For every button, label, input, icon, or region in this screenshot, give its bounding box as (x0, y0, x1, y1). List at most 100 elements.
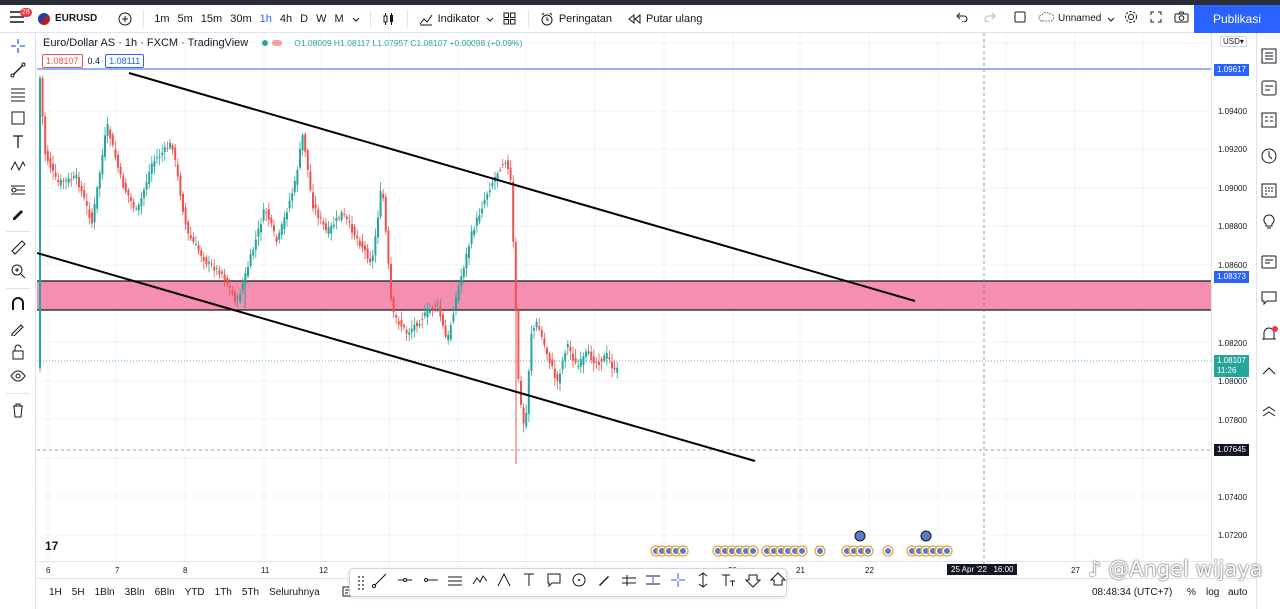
menu-button[interactable]: 28 (0, 5, 32, 33)
interval-1h[interactable]: 1h (256, 5, 276, 33)
compare-button[interactable] (113, 5, 137, 33)
fullscreen-layout-button[interactable] (1010, 5, 1030, 33)
chat-button[interactable] (1260, 289, 1278, 307)
undo-icon (956, 12, 968, 25)
arrow-up-button[interactable] (769, 572, 786, 592)
fullscreen-button[interactable] (1146, 5, 1166, 33)
text-tool[interactable] (9, 134, 27, 155)
interval-30m[interactable]: 30m (226, 5, 255, 33)
horizontal-ray-button[interactable] (397, 574, 414, 592)
remove-tool[interactable] (9, 403, 27, 421)
help-button[interactable] (1260, 363, 1278, 381)
replay-button[interactable]: Putar ulang (622, 5, 706, 33)
crosshair-draw-button[interactable] (670, 573, 687, 592)
snapshot-button[interactable] (1170, 5, 1193, 33)
clock-timezone[interactable]: 08:48:34 (UTC+7) (1092, 587, 1173, 598)
callout-button[interactable] (546, 573, 563, 592)
text-draw-button[interactable] (521, 573, 538, 592)
templates-button[interactable] (498, 5, 522, 33)
price-axis[interactable]: USD▾ 1.09400 1.09200 1.09000 1.08800 1.0… (1211, 33, 1256, 567)
fib-extension-button[interactable] (496, 572, 513, 592)
publish-button[interactable]: Publikasi (1194, 5, 1280, 33)
candle-body (553, 368, 556, 379)
interval-1m[interactable]: 1m (150, 5, 173, 33)
currency-selector[interactable]: USD▾ (1220, 36, 1247, 47)
trendline-tool[interactable] (9, 62, 27, 81)
interval-m[interactable]: M (330, 5, 347, 33)
undo-button[interactable] (952, 5, 972, 33)
stay-drawing-tool[interactable] (9, 321, 27, 339)
buy-price[interactable]: 1.08111 (105, 54, 145, 68)
layout-name-button[interactable]: Unnamed (1034, 5, 1119, 33)
path-button[interactable] (471, 574, 488, 592)
zoom-tool[interactable] (9, 264, 27, 282)
candle-body (83, 190, 86, 198)
drag-handle-icon[interactable] (358, 575, 364, 590)
brush-draw-button[interactable] (595, 574, 612, 592)
horizontal-line-button[interactable] (422, 574, 439, 592)
interval-w[interactable]: W (312, 5, 330, 33)
range-1y[interactable]: 1Th (214, 587, 232, 598)
range-1d[interactable]: 1H (49, 587, 62, 598)
range-6m[interactable]: 6Bln (154, 587, 175, 598)
price-chart[interactable]: 17 (37, 33, 1211, 567)
arrow-down-button[interactable] (744, 574, 761, 592)
arrow-button[interactable] (620, 574, 637, 592)
range-5d[interactable]: 5H (71, 587, 85, 598)
alerts-panel-button[interactable] (1260, 79, 1278, 97)
shape-tool[interactable] (9, 111, 27, 129)
interval-d[interactable]: D (296, 5, 312, 33)
sell-price[interactable]: 1.08107 (42, 54, 83, 68)
redo-button[interactable] (980, 5, 1000, 33)
magnet-icon (10, 296, 26, 317)
hotlist-button[interactable] (1260, 147, 1278, 165)
candle-body (382, 193, 385, 199)
symbol-title[interactable]: Euro/Dollar AS · 1h · FXCM · TradingView (43, 37, 249, 49)
range-all[interactable]: Seluruhnya (269, 587, 320, 598)
range-3m[interactable]: 3Bln (124, 587, 145, 598)
alert-button[interactable]: Peringatan (535, 5, 616, 33)
settings-button[interactable] (1120, 5, 1142, 33)
interval-dropdown[interactable] (348, 5, 364, 33)
ideas-button[interactable] (1260, 213, 1278, 231)
measure-range-button[interactable] (695, 572, 712, 592)
notifications-button[interactable] (1260, 325, 1278, 343)
log-toggle[interactable]: log (1206, 587, 1220, 598)
news-button[interactable] (1260, 253, 1278, 271)
candle-body (70, 179, 73, 181)
text-icon (10, 134, 26, 155)
interval-5m[interactable]: 5m (174, 5, 197, 33)
measure-tool[interactable] (9, 239, 27, 258)
pattern-tool[interactable] (9, 159, 27, 177)
text-style-button[interactable] (719, 574, 736, 592)
event-flag-icon (854, 530, 866, 542)
indicators-button[interactable]: Indikator (414, 5, 498, 33)
prediction-tool[interactable] (9, 183, 27, 201)
brush-tool[interactable] (9, 207, 27, 225)
watchlist-button[interactable] (1260, 47, 1278, 65)
symbol-search[interactable]: EURUSD (32, 5, 101, 33)
parallel-channel-button[interactable] (446, 574, 463, 592)
lock-tool[interactable] (9, 344, 27, 363)
hide-tool[interactable] (9, 369, 27, 387)
calendar-button[interactable] (1260, 181, 1278, 199)
interval-4h[interactable]: 4h (276, 5, 296, 33)
candle-body (325, 223, 327, 231)
ruler-button[interactable] (645, 574, 662, 592)
interval-15m[interactable]: 15m (197, 5, 226, 33)
circle-button[interactable] (571, 573, 588, 592)
range-1m[interactable]: 1Bln (94, 587, 115, 598)
chart-type-button[interactable] (377, 5, 401, 33)
event-dot (673, 548, 679, 554)
expand-button[interactable] (1260, 403, 1278, 421)
trendline-draw-button[interactable] (372, 573, 389, 592)
fib-tool[interactable] (9, 87, 27, 105)
candle-body (293, 180, 296, 193)
range-ytd[interactable]: YTD (184, 587, 205, 598)
auto-toggle[interactable]: auto (1228, 587, 1248, 598)
range-5y[interactable]: 5Th (241, 587, 260, 598)
data-window-button[interactable] (1260, 111, 1278, 129)
crosshair-tool[interactable] (9, 38, 27, 57)
percent-toggle[interactable]: % (1187, 587, 1196, 598)
magnet-tool[interactable] (9, 296, 27, 317)
